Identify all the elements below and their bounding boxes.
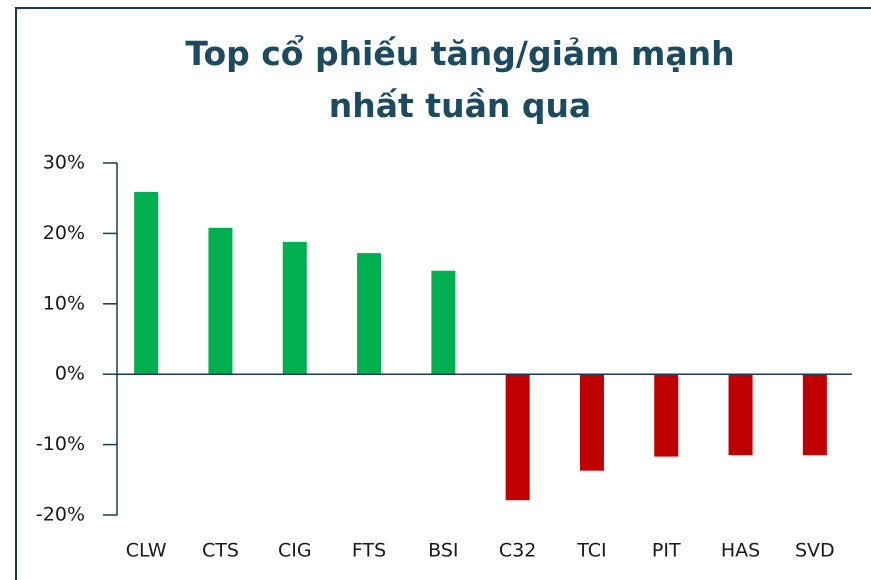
x-tick-label: CLW xyxy=(126,540,167,562)
x-tick-label: SVD xyxy=(795,540,835,562)
x-tick-label: TCI xyxy=(576,540,606,562)
chart-title: Top cổ phiếu tăng/giảm mạnh nhất tuần qu… xyxy=(185,34,735,125)
y-tick-label: 10% xyxy=(43,292,85,314)
x-tick-label: C32 xyxy=(499,540,536,562)
bar xyxy=(728,374,753,456)
bar xyxy=(579,374,604,471)
y-tick-label: 20% xyxy=(43,222,85,244)
y-tick-label: -20% xyxy=(36,504,85,526)
bar xyxy=(654,374,679,457)
y-tick-label: 30% xyxy=(43,152,85,174)
bar xyxy=(134,191,159,375)
frame xyxy=(15,7,871,580)
y-tick-label: 0% xyxy=(55,363,85,385)
x-tick-label: FTS xyxy=(352,540,386,562)
x-tick-label: BSI xyxy=(428,540,458,562)
bar xyxy=(802,374,827,456)
bar xyxy=(431,270,456,375)
bar xyxy=(208,227,233,375)
bar xyxy=(282,241,307,375)
x-tick-label: HAS xyxy=(721,540,760,562)
x-tick-label: CTS xyxy=(202,540,239,562)
x-tick-label: CIG xyxy=(278,540,312,562)
y-tick-label: -10% xyxy=(36,433,85,455)
bar xyxy=(505,374,530,501)
x-tick-label: PIT xyxy=(652,540,681,562)
bar xyxy=(357,253,382,375)
